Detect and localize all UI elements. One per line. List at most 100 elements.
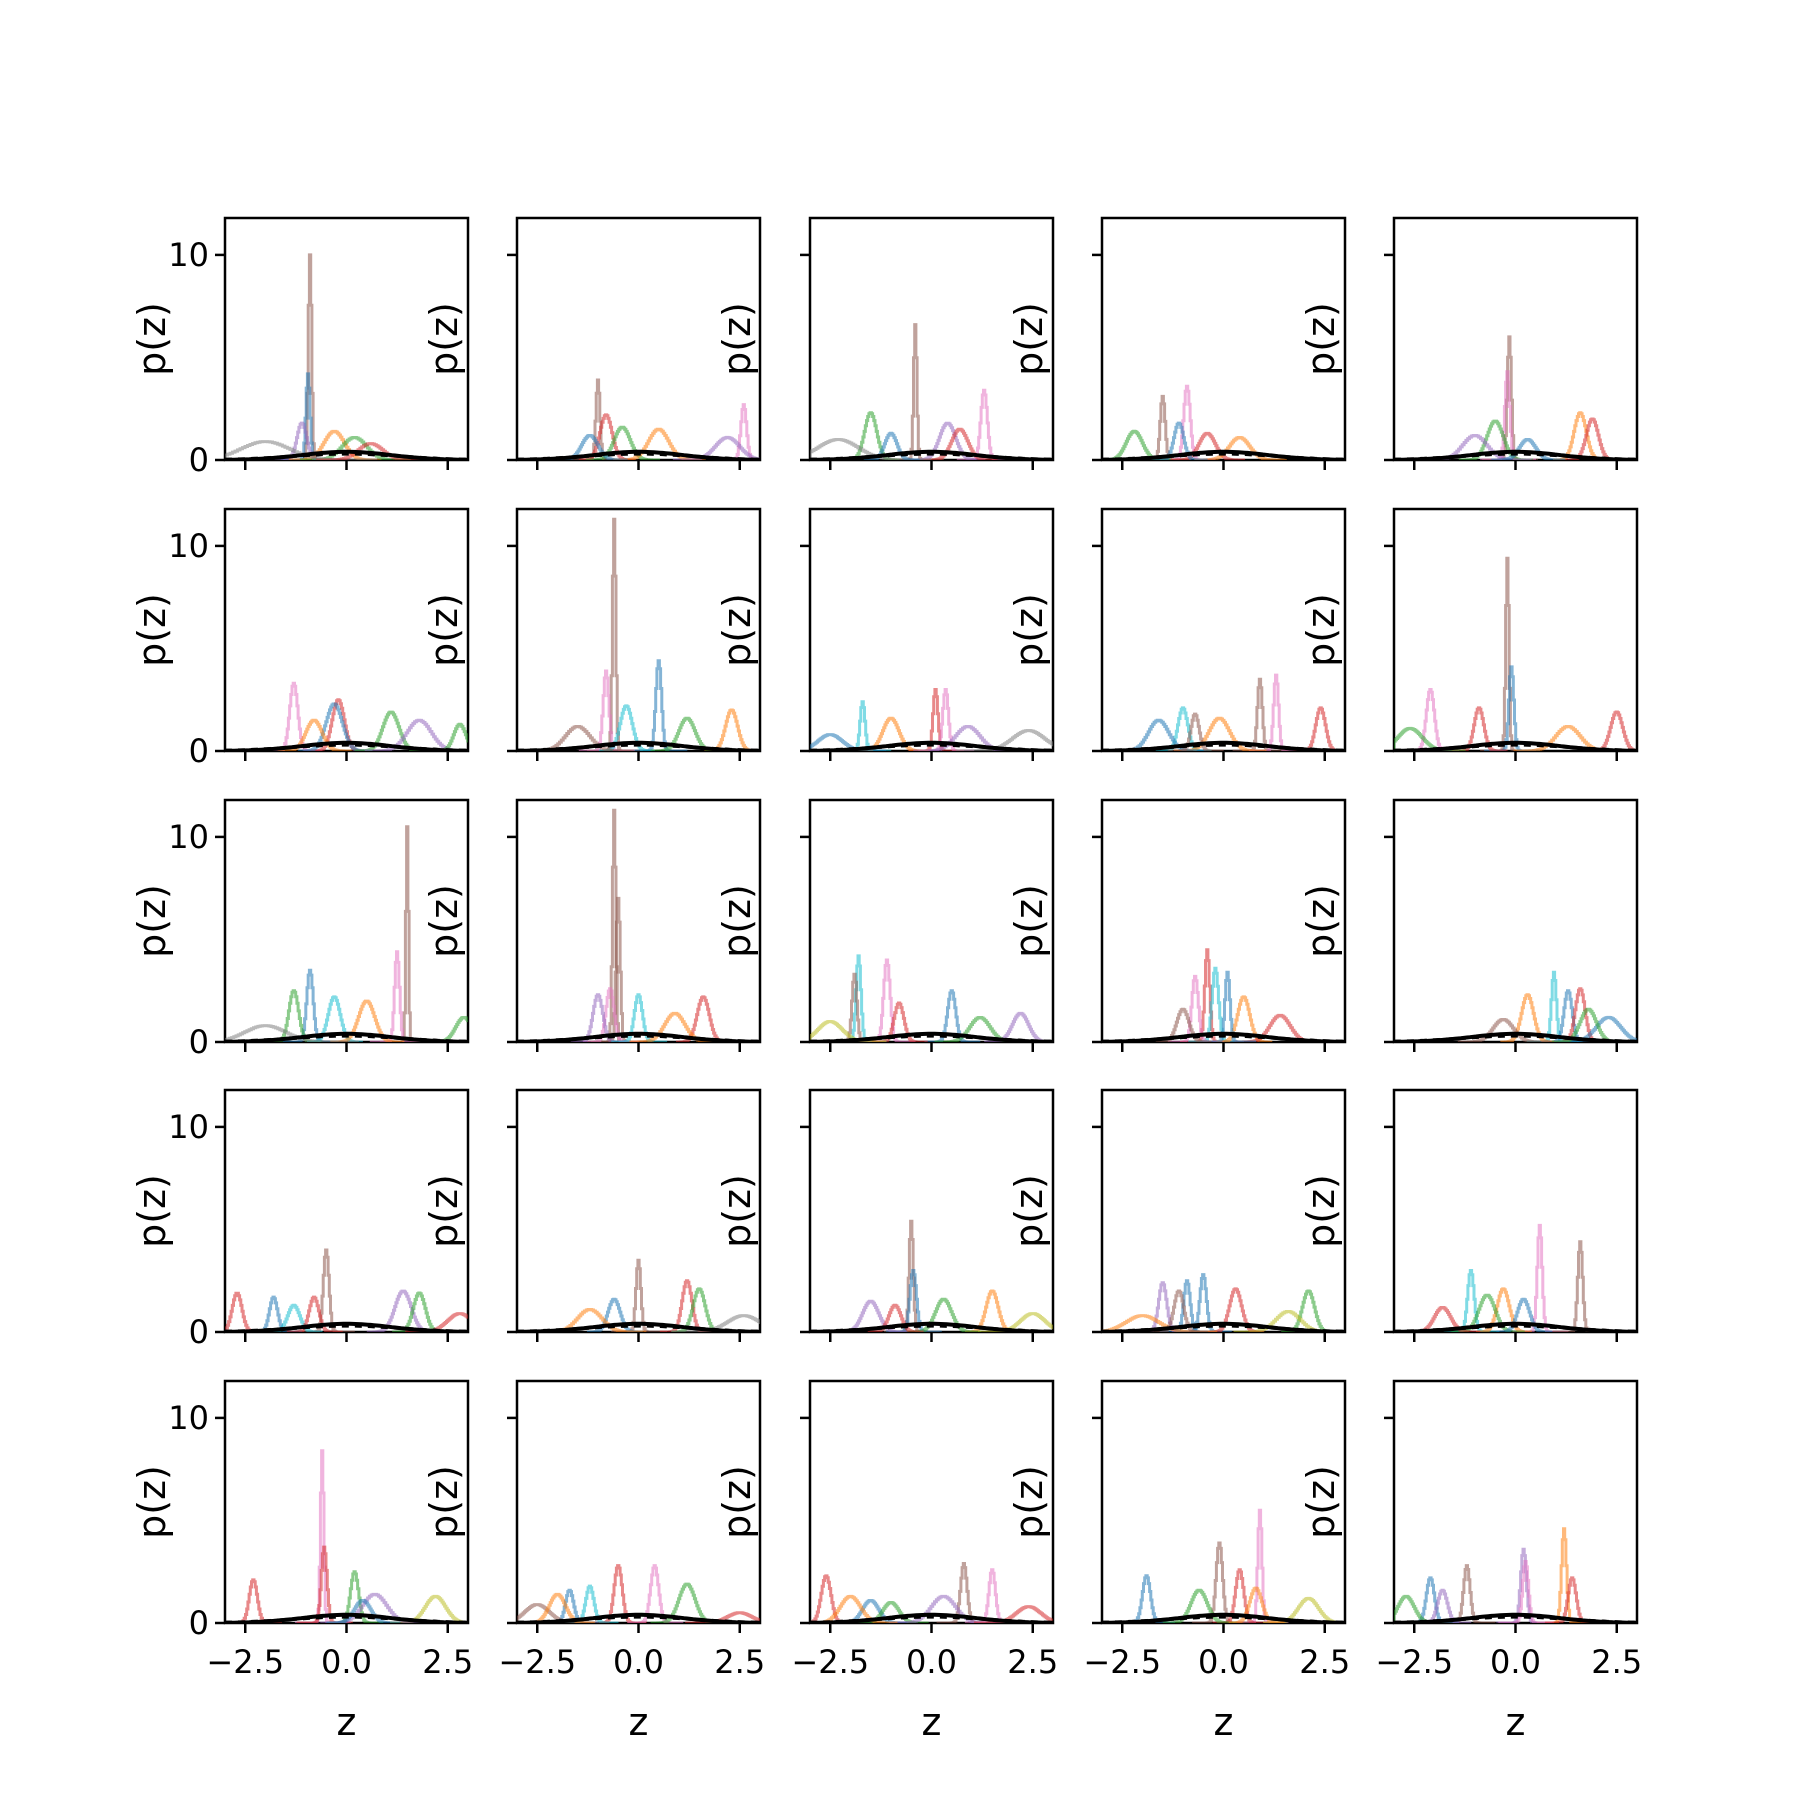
axes-frame [223,798,470,1044]
series-line [631,659,688,751]
series-line [1496,1547,1553,1623]
plot-area [1394,1527,1637,1623]
series-line [863,431,920,460]
y-axis-label: p(z) [1299,302,1343,376]
plot-area [1102,948,1345,1042]
series-line [1232,1508,1289,1623]
series-line [627,1564,684,1623]
subplot-r2-c2: p(z) [422,507,762,761]
subplot-r4-c5: p(z) [1299,1088,1639,1342]
axes-frame [1100,216,1347,462]
y-tick-label: 0 [189,441,209,479]
subplot-r2-c5: p(z) [1299,507,1639,761]
axes-frame [515,216,762,462]
mean-curve [225,740,468,751]
subplot-r5-c3: −2.5 0.0 2.5 p(z) [715,1379,1058,1681]
y-axis-label: p(z) [130,593,174,667]
series-line [1194,436,1287,460]
series-line [1188,966,1244,1042]
mean-curve [517,449,760,460]
y-axis-label: p(z) [715,884,759,958]
axes-frame [1392,798,1639,1044]
mean-curve [1102,1031,1345,1042]
series-line [1167,712,1224,751]
series-line [1480,556,1536,751]
y-axis-label: p(z) [422,884,466,958]
y-axis-label: p(z) [1007,302,1051,376]
mean-curve [1394,449,1637,460]
axes-frame [515,1379,762,1625]
mean-curve [1102,1321,1345,1332]
series-line [859,958,916,1042]
mean-curve [225,449,468,460]
axes-frame [808,216,1055,462]
y-tick-label: 0 [189,1604,209,1642]
subplot-r1-c4: p(z) [1007,216,1347,470]
subplot-r1-c5: p(z) [1299,216,1639,470]
series-line [590,896,647,1042]
series-line [225,1024,359,1042]
series-line [1248,673,1305,751]
y-tick-label: 10 [168,527,209,565]
mean-curve [1394,1321,1637,1332]
subplot-r3-c1: 0 10 p(z) [130,798,470,1061]
subplot-r1-c3: p(z) [715,216,1055,470]
mean-curve [810,449,1053,460]
y-axis-label: p(z) [130,302,174,376]
subplot-r5-c5: −2.5 0.0 2.5 p(z) [1299,1379,1642,1681]
series-line [316,442,428,460]
x-tick-label: 2.5 [1591,1643,1642,1681]
subplot-r3-c2: p(z) [422,798,762,1052]
y-axis-label: p(z) [1007,1465,1051,1539]
axes-frame [223,216,470,462]
subplot-r5-c4: −2.5 0.0 2.5 p(z) [1007,1379,1350,1681]
series-line [955,729,1053,751]
y-tick-label: 0 [189,732,209,770]
mean-curve [1102,740,1345,751]
mean-curve [225,1321,468,1332]
series-line [585,425,660,460]
subplot-r5-c2: −2.5 0.0 2.5 p(z) [422,1379,765,1681]
x-tick-label: −2.5 [1375,1643,1453,1681]
plot-area [1394,335,1637,460]
plot-area [810,954,1053,1042]
x-axis-label: z [1214,1700,1234,1744]
series-line [883,1219,940,1332]
series-line [1135,394,1192,460]
y-axis-label: p(z) [130,1174,174,1248]
series-line [1232,677,1289,751]
mean-curve [810,740,1053,751]
subplot-r4-c4: p(z) [1007,1088,1347,1342]
plot-area [810,1562,1053,1623]
plot-area [517,517,760,751]
plot-area [810,1219,1053,1332]
series-line [1491,438,1566,460]
axes-frame [808,507,1055,753]
mean-curve [1394,1612,1637,1623]
series-line [369,950,426,1042]
series-line [1228,1586,1285,1623]
x-tick-label: 2.5 [1007,1643,1058,1681]
x-tick-label: −2.5 [206,1643,284,1681]
series-line [831,954,888,1042]
mean-curve [225,1612,468,1623]
plot-area [517,808,760,1042]
mean-curve [517,740,760,751]
subplot-r5-c1: −2.5 0.0 2.5 0 10 p(z) [130,1379,473,1681]
y-axis-label: p(z) [1299,884,1343,958]
series-line [1200,970,1257,1042]
axes-frame [808,1088,1055,1334]
plot-area [517,1258,760,1332]
series-line [286,1295,343,1332]
plot-area [517,378,760,460]
mean-curve [810,1612,1053,1623]
y-axis-label: p(z) [715,1174,759,1248]
y-axis-label: p(z) [130,1465,174,1539]
mean-curve [1394,1031,1637,1042]
series-line [294,1449,351,1623]
series-line [611,993,668,1042]
series-line [923,427,998,460]
x-tick-label: 0.0 [321,1643,372,1681]
series-line [517,1603,594,1623]
